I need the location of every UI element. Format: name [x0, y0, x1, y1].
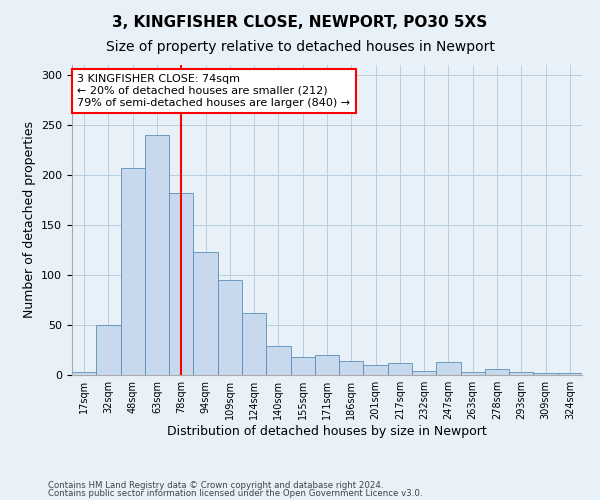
Bar	[509, 372, 533, 375]
Bar	[72, 372, 96, 375]
Text: Contains public sector information licensed under the Open Government Licence v3: Contains public sector information licen…	[48, 489, 422, 498]
Bar	[242, 313, 266, 375]
Y-axis label: Number of detached properties: Number of detached properties	[23, 122, 35, 318]
Bar	[558, 373, 582, 375]
Bar	[364, 365, 388, 375]
Bar	[96, 325, 121, 375]
Text: 3 KINGFISHER CLOSE: 74sqm
← 20% of detached houses are smaller (212)
79% of semi: 3 KINGFISHER CLOSE: 74sqm ← 20% of detac…	[77, 74, 350, 108]
Bar	[169, 193, 193, 375]
Bar	[145, 135, 169, 375]
Bar	[485, 369, 509, 375]
Bar	[388, 363, 412, 375]
Bar	[461, 372, 485, 375]
Bar	[193, 252, 218, 375]
Bar	[412, 371, 436, 375]
Bar	[290, 357, 315, 375]
Bar	[266, 346, 290, 375]
Text: Contains HM Land Registry data © Crown copyright and database right 2024.: Contains HM Land Registry data © Crown c…	[48, 480, 383, 490]
Bar	[436, 362, 461, 375]
Text: Size of property relative to detached houses in Newport: Size of property relative to detached ho…	[106, 40, 494, 54]
Bar	[339, 361, 364, 375]
X-axis label: Distribution of detached houses by size in Newport: Distribution of detached houses by size …	[167, 425, 487, 438]
Text: 3, KINGFISHER CLOSE, NEWPORT, PO30 5XS: 3, KINGFISHER CLOSE, NEWPORT, PO30 5XS	[112, 15, 488, 30]
Bar	[315, 355, 339, 375]
Bar	[218, 280, 242, 375]
Bar	[121, 168, 145, 375]
Bar	[533, 373, 558, 375]
